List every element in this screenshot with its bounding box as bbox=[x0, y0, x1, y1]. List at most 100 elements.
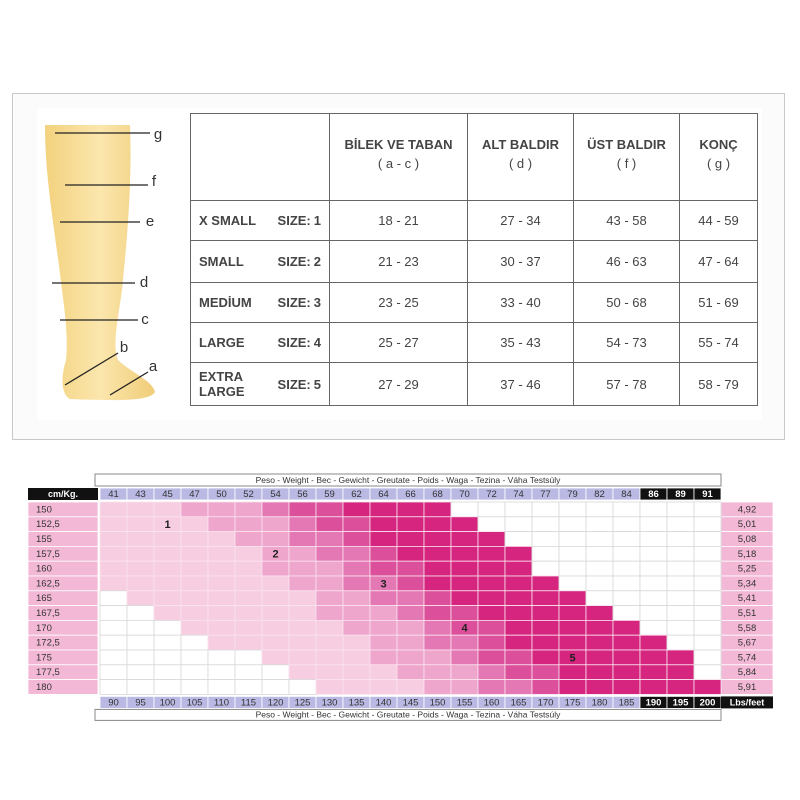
grid-cell bbox=[207, 679, 236, 695]
grid-cell bbox=[342, 575, 371, 592]
size-prefix: SIZE: bbox=[277, 376, 311, 392]
grid-cell bbox=[531, 546, 560, 562]
grid-cell bbox=[234, 590, 263, 606]
grid-cell bbox=[504, 605, 533, 621]
cm-label: 165 bbox=[36, 593, 52, 604]
column-name: ÜST BALDIR bbox=[587, 137, 666, 152]
grid-cell bbox=[180, 634, 209, 651]
grid-cell bbox=[423, 531, 452, 547]
grid-cell bbox=[342, 634, 371, 651]
corner-left: cm/Kg. bbox=[48, 489, 78, 499]
lbs-label: 105 bbox=[187, 697, 203, 708]
size-name-box: EXTRA LARGE SIZE: 5 bbox=[191, 369, 329, 399]
grid-cell bbox=[558, 620, 587, 636]
grid-cell bbox=[153, 605, 182, 621]
grid-cell bbox=[315, 664, 344, 680]
grid-cell bbox=[639, 516, 668, 532]
grid-cell bbox=[450, 590, 479, 606]
grid-cell bbox=[477, 516, 506, 532]
size-name: EXTRA LARGE bbox=[199, 369, 245, 399]
grid-cell bbox=[477, 546, 506, 562]
corner-cell bbox=[190, 113, 330, 201]
grid-cell bbox=[288, 516, 317, 532]
size-name: MEDİUM bbox=[199, 295, 252, 310]
grid-cell bbox=[666, 605, 695, 621]
grid-cell bbox=[342, 664, 371, 680]
size-row: SMALL SIZE: 2 21 - 23 30 - 37 46 - 63 47 - 64 bbox=[190, 240, 758, 283]
size-name-box: X SMALL SIZE: 1 bbox=[191, 213, 329, 228]
grid-cell bbox=[612, 531, 641, 547]
grid-cell bbox=[585, 575, 614, 592]
grid-cell bbox=[396, 546, 425, 562]
grid-cell bbox=[558, 590, 587, 606]
grid-cell bbox=[531, 605, 560, 621]
grid-cell bbox=[315, 620, 344, 636]
grid-cell bbox=[234, 620, 263, 636]
grid-cell bbox=[126, 560, 155, 577]
column-letters: ( g ) bbox=[706, 156, 731, 171]
size-table: BİLEK VE TABAN ( a - c ) ALT BALDIR ( d ) ÜS… bbox=[190, 113, 758, 406]
grid-cell bbox=[639, 590, 668, 606]
lbs-label: 115 bbox=[241, 697, 256, 708]
grid-cell bbox=[396, 531, 425, 547]
grid-cell bbox=[342, 590, 371, 606]
grid-cell bbox=[585, 516, 614, 532]
grid-cell bbox=[423, 679, 452, 695]
grid-cell bbox=[504, 575, 533, 592]
grid-cell bbox=[288, 575, 317, 592]
grid-cell bbox=[693, 531, 722, 547]
grid-cell bbox=[612, 560, 641, 577]
grid-cell bbox=[261, 620, 290, 636]
grid-cell bbox=[288, 546, 317, 562]
size-row: LARGE SIZE: 4 25 - 27 35 - 43 54 - 73 55 - 74 bbox=[190, 322, 758, 363]
zone-label: 3 bbox=[380, 578, 386, 590]
grid-cell bbox=[315, 590, 344, 606]
grid-cell bbox=[531, 531, 560, 547]
grid-cell bbox=[666, 501, 695, 518]
grid-cell bbox=[612, 679, 641, 695]
grid-cell bbox=[558, 501, 587, 518]
grid-cell bbox=[315, 605, 344, 621]
grid-cell bbox=[423, 605, 452, 621]
grid-cell bbox=[261, 649, 290, 666]
grid-cell bbox=[585, 664, 614, 680]
grid-cell bbox=[612, 590, 641, 606]
range-cell: 33 - 40 bbox=[467, 282, 574, 323]
grid-cell bbox=[477, 649, 506, 666]
size-number: 1 bbox=[313, 213, 321, 228]
grid-cell bbox=[315, 679, 344, 695]
grid-cell bbox=[531, 679, 560, 695]
grid-cell bbox=[477, 560, 506, 577]
grid-cell bbox=[126, 546, 155, 562]
grid-cell bbox=[207, 531, 236, 547]
lbs-label: 150 bbox=[430, 697, 446, 708]
cm-label: 155 bbox=[36, 534, 52, 545]
grid-cell bbox=[423, 560, 452, 577]
kg-label: 70 bbox=[459, 489, 470, 500]
grid-cell bbox=[315, 634, 344, 651]
size-name-box: MEDİUM SIZE: 3 bbox=[191, 295, 329, 310]
grid-cell bbox=[342, 620, 371, 636]
grid-cell bbox=[558, 605, 587, 621]
lbs-label: 190 bbox=[646, 697, 662, 708]
size-row: X SMALL SIZE: 1 18 - 21 27 - 34 43 - 58 44 - 5… bbox=[190, 200, 758, 241]
grid-cell bbox=[99, 531, 128, 547]
grid-cell bbox=[585, 560, 614, 577]
grid-cell bbox=[396, 605, 425, 621]
grid-cell bbox=[612, 516, 641, 532]
grid-cell bbox=[261, 664, 290, 680]
grid-cell bbox=[450, 531, 479, 547]
grid-cell bbox=[693, 605, 722, 621]
feet-label: 5,01 bbox=[738, 519, 757, 530]
grid-cell bbox=[666, 546, 695, 562]
grid-cell bbox=[288, 634, 317, 651]
grid-cell bbox=[693, 575, 722, 592]
caption-box bbox=[94, 473, 722, 487]
size-prefix: SIZE: bbox=[277, 213, 311, 228]
grid-cell bbox=[207, 590, 236, 606]
grid-cell bbox=[342, 516, 371, 532]
grid-cell bbox=[288, 605, 317, 621]
grid-cell bbox=[504, 634, 533, 651]
grid-cell bbox=[693, 634, 722, 651]
